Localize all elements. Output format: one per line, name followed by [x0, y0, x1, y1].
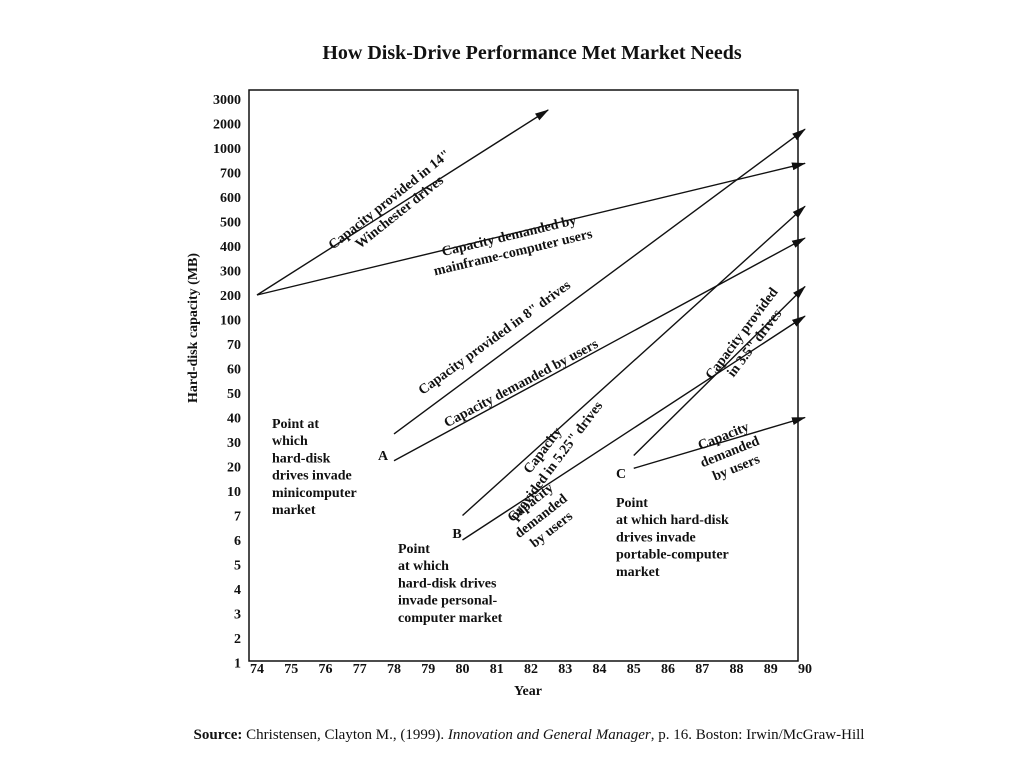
point-note-line: Point: [398, 542, 430, 557]
chart-title: How Disk-Drive Performance Met Market Ne…: [322, 42, 742, 64]
annotation-line: Capacity provided in 8" drives: [416, 278, 574, 399]
x-axis-label: Year: [514, 684, 542, 699]
point-note-line: market: [272, 503, 316, 518]
point-note-line: minicomputer: [272, 486, 357, 501]
y-tick-label: 2000: [213, 118, 241, 133]
point-note-line: market: [616, 565, 660, 580]
series-line: [462, 315, 806, 541]
point-note-line: drives invade: [616, 530, 696, 545]
y-tick-label: 3000: [213, 93, 241, 108]
series-line: [393, 128, 806, 435]
point-note: Point at which hard-disk drives invade minic…: [272, 417, 357, 518]
x-tick-label: 85: [627, 662, 641, 677]
series-line: [462, 205, 806, 517]
x-tick-label: 81: [490, 662, 504, 677]
y-axis-label: Hard-disk capacity (MB): [186, 253, 201, 403]
source-label: Source:: [193, 727, 243, 743]
point-note-line: hard-disk drives: [398, 576, 497, 591]
y-tick-label: 20: [227, 461, 241, 476]
y-tick-label: 10: [227, 485, 241, 500]
annotation-line: A: [378, 449, 389, 464]
y-tick-label: 70: [227, 338, 241, 353]
annotation-line: B: [452, 527, 461, 542]
source-book-title: Innovation and General Manager: [447, 727, 651, 743]
x-tick-label: 82: [524, 662, 538, 677]
y-tick-label: 60: [227, 363, 241, 378]
source-citation: Source: Christensen, Clayton M., (1999).…: [0, 727, 1024, 744]
series-line: [393, 237, 806, 462]
series-line: [256, 162, 806, 296]
point-note-line: at which hard-disk: [616, 513, 729, 528]
y-tick-label: 2: [234, 632, 241, 647]
y-tick-label: 4: [234, 583, 241, 598]
y-tick-label: 100: [220, 314, 241, 329]
x-tick-label: 89: [764, 662, 778, 677]
x-tick-label: 78: [387, 662, 401, 677]
point-note-line: Point: [616, 496, 648, 511]
y-tick-label: 7: [234, 510, 241, 525]
x-tick-label: 83: [558, 662, 572, 677]
annotation-label: A: [378, 449, 389, 464]
y-tick-label: 3: [234, 608, 241, 623]
y-tick-label: 6: [234, 534, 241, 549]
y-tick-label: 1000: [213, 142, 241, 157]
point-note-line: hard-disk: [272, 451, 331, 466]
point-note-line: portable-computer: [616, 548, 729, 563]
source-text-after: , p. 16. Boston: Irwin/McGraw-Hill: [650, 727, 865, 743]
y-tick-label: 600: [220, 191, 241, 206]
point-note: Point at which hard-disk drives invade pers…: [398, 542, 503, 626]
series-line: [256, 109, 549, 296]
x-tick-label: 88: [730, 662, 744, 677]
series-line: [633, 285, 806, 456]
y-axis-ticks: 1 2 3 4 5 6 7 10 20 30 40 50 60 70 100 200 300 400 500 600 7…: [213, 93, 241, 672]
point-note-line: at which: [398, 559, 449, 574]
x-tick-label: 87: [695, 662, 709, 677]
point-note: Point at which hard-disk drives invade port…: [616, 496, 729, 580]
annotation-label: C: [616, 467, 626, 482]
plot-frame: [248, 89, 799, 662]
point-note-line: which: [272, 434, 308, 449]
x-tick-label: 84: [593, 662, 607, 677]
y-tick-label: 700: [220, 167, 241, 182]
x-tick-label: 86: [661, 662, 675, 677]
point-note-line: Point at: [272, 417, 319, 432]
x-axis-ticks: 74 75 76 77 78 79 80 81 82 83 84 85 86 87 88 89 90: [250, 662, 812, 677]
annotation-label: B: [452, 527, 461, 542]
y-tick-label: 500: [220, 216, 241, 231]
x-tick-label: 75: [284, 662, 298, 677]
source-text-before: Christensen, Clayton M., (1999).: [242, 727, 448, 743]
point-note-line: invade personal-: [398, 594, 498, 609]
x-tick-label: 90: [798, 662, 812, 677]
y-tick-label: 400: [220, 240, 241, 255]
series-lines: [256, 109, 806, 541]
y-tick-label: 40: [227, 412, 241, 427]
y-tick-label: 50: [227, 387, 241, 402]
series-line: [633, 416, 806, 469]
annotations: Capacity provided in 14"Winchester drive…: [326, 147, 786, 551]
y-tick-label: 300: [220, 265, 241, 280]
x-tick-label: 79: [421, 662, 435, 677]
x-tick-label: 74: [250, 662, 264, 677]
annotation-line: C: [616, 467, 626, 482]
point-note-line: drives invade: [272, 469, 352, 484]
point-note-line: computer market: [398, 611, 503, 626]
y-tick-label: 200: [220, 289, 241, 304]
y-tick-label: 5: [234, 559, 241, 574]
x-tick-label: 76: [319, 662, 333, 677]
x-tick-label: 80: [456, 662, 470, 677]
annotation-label: Capacity provided in 8" drives: [416, 278, 574, 399]
annotation-line: Capacity provided in 14": [326, 147, 454, 253]
y-tick-label: 1: [234, 657, 241, 672]
x-tick-label: 77: [353, 662, 367, 677]
point-notes: Point at which hard-disk drives invade minic…: [272, 417, 729, 626]
y-tick-label: 30: [227, 436, 241, 451]
